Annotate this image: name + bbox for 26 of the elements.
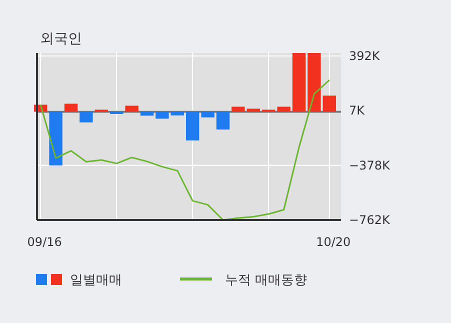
legend-label: 일별매매 [70,273,122,288]
line-series [40,79,330,221]
bar [156,112,169,119]
bar [201,112,214,118]
x-tick-label: 09/16 [27,235,62,249]
y-tick-label: 7K [349,104,366,118]
y-tick-label: −378K [349,158,391,172]
chart-title: 외국인 [40,31,82,47]
bar [277,106,290,112]
bar [170,112,184,116]
bar [64,104,78,112]
bar [322,96,336,112]
bar [232,106,245,112]
bar [216,112,230,130]
bar [292,53,306,112]
bar [308,53,321,112]
legend-label: 누적 매매동향 [225,273,308,288]
bar [246,108,260,112]
bar [125,106,138,112]
y-tick-label: 392K [349,48,381,63]
bar [49,112,62,166]
x-tick-label: 10/20 [316,235,351,249]
bar [186,112,200,140]
bar [80,112,93,122]
y-tick-label: −762K [349,213,391,227]
bar [140,112,154,116]
